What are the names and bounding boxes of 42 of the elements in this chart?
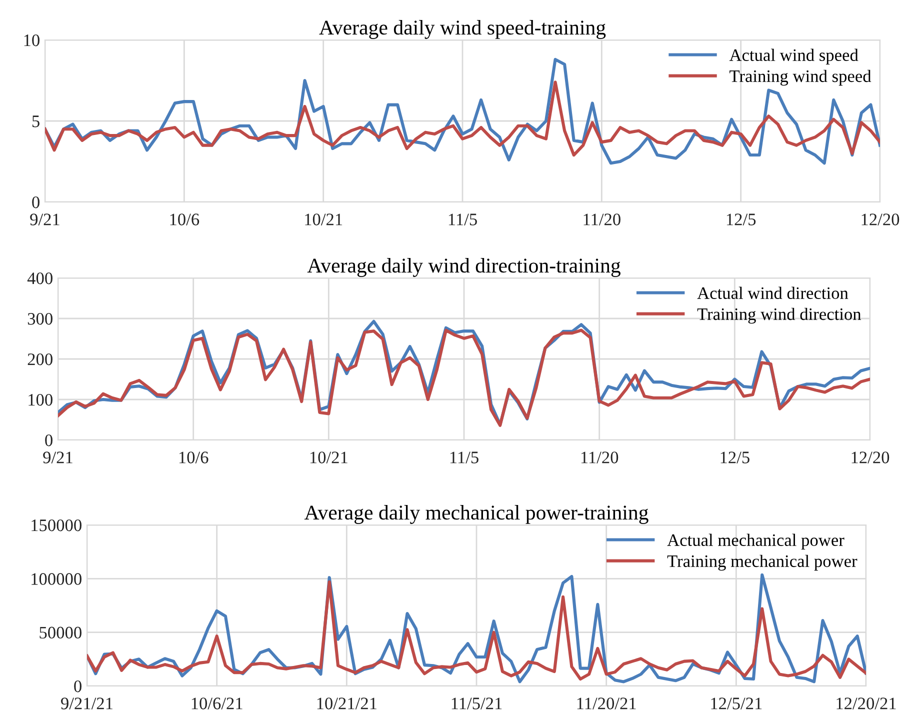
- y-tick-label: 100: [28, 394, 52, 406]
- legend-label: Actual wind speed: [729, 48, 858, 65]
- y-tick-label: 200: [28, 353, 52, 366]
- legend-label: Actual mechanical power: [667, 534, 844, 550]
- chart-title: Average daily wind direction-training: [307, 258, 620, 277]
- x-tick-label: 12/5: [720, 452, 750, 464]
- legend-label: Training wind direction: [697, 308, 862, 324]
- x-tick-label: 10/6: [170, 214, 200, 226]
- legend-label: Actual wind direction: [697, 286, 848, 300]
- x-tick-label: 12/20: [852, 452, 890, 464]
- y-tick-label: 300: [28, 312, 52, 325]
- x-tick-label: 12/20/21: [836, 698, 896, 710]
- x-tick-label: 10/21: [310, 452, 348, 464]
- x-tick-label: 10/21: [305, 214, 342, 226]
- x-tick-label: 9/21: [43, 452, 72, 464]
- y-tick-label: 150000: [32, 519, 82, 532]
- y-tick-label: 0: [74, 680, 82, 692]
- y-tick-label: 400: [27, 272, 52, 284]
- x-tick-label: 11/20: [581, 452, 618, 464]
- legend-label: Training mechanical power: [667, 554, 858, 571]
- x-tick-label: 9/21/21: [61, 698, 112, 710]
- x-tick-label: 9/21: [30, 214, 60, 226]
- x-tick-label: 12/20: [862, 214, 900, 226]
- x-tick-label: 11/20: [584, 214, 620, 226]
- x-tick-label: 10/6: [179, 452, 208, 464]
- x-tick-label: 10/21/21: [317, 698, 376, 710]
- chart-title: Average daily mechanical power-training: [304, 504, 648, 524]
- y-tick-label: 100000: [32, 573, 82, 585]
- y-tick-label: 0: [32, 196, 40, 208]
- legend-label: Training wind speed: [730, 70, 872, 86]
- x-tick-label: 12/5/21: [711, 698, 762, 710]
- x-tick-label: 10/6/21: [192, 698, 242, 710]
- y-tick-label: 5: [32, 116, 40, 128]
- x-tick-label: 11/20/21: [577, 698, 636, 710]
- y-tick-label: 50000: [40, 626, 82, 639]
- x-tick-label: 11/5/21: [452, 698, 502, 710]
- x-tick-label: 12/5: [726, 214, 756, 226]
- chart-title: Average daily wind speed-training: [319, 20, 606, 39]
- y-tick-label: 10: [24, 34, 40, 46]
- x-tick-label: 11/5: [448, 214, 477, 226]
- y-tick-label: 0: [45, 434, 52, 446]
- x-tick-label: 11/5: [450, 452, 478, 464]
